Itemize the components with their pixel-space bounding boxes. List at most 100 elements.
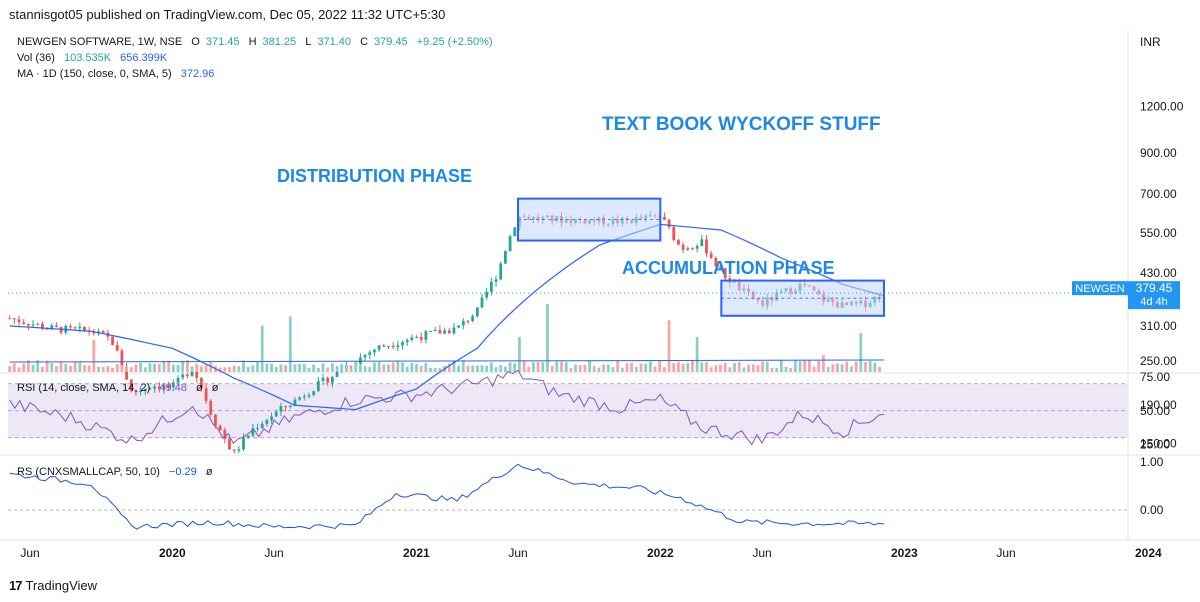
volume-bar	[831, 364, 835, 372]
rs-axis-label: 1.00	[1140, 455, 1164, 469]
candle-body	[363, 354, 367, 358]
candle-body	[709, 253, 713, 258]
volume-bar	[405, 366, 409, 372]
candle-body	[513, 227, 517, 237]
price-axis-label: 150.00	[1140, 437, 1177, 451]
volume-bar	[349, 367, 353, 372]
volume-bar	[822, 355, 825, 372]
candle-body	[415, 337, 418, 339]
symbol-title[interactable]: NEWGEN SOFTWARE, 1W, NSE	[17, 36, 183, 48]
candle-body	[134, 390, 138, 392]
time-axis-label: 2023	[891, 546, 918, 560]
volume-bar	[424, 362, 428, 372]
ma-label[interactable]: MA · 1D (150, close, 0, SMA, 5)	[17, 68, 172, 80]
volume-bar	[466, 365, 470, 372]
volume-value: 103.535K	[63, 52, 112, 64]
tradingview-brand[interactable]: TradingView	[25, 578, 98, 593]
volume-bar	[770, 367, 774, 372]
candle-body	[101, 331, 105, 333]
volume-bar	[648, 361, 652, 372]
price-tag-value: 379.45	[1136, 281, 1173, 295]
volume-bar	[620, 367, 624, 372]
candle-body	[185, 374, 189, 377]
volume-bar	[578, 365, 582, 372]
volume-bar	[401, 362, 404, 372]
rs-label[interactable]: RS (CNXSMALLCAP, 50, 10)	[17, 466, 160, 478]
rsi-label[interactable]: RSI (14, close, SMA, 14, 2)	[17, 382, 151, 394]
candle-body	[667, 219, 671, 227]
volume-bar	[31, 364, 35, 372]
candle-body	[251, 428, 255, 436]
accumulation-box	[720, 279, 885, 317]
volume-bar	[527, 367, 531, 372]
volume-bar	[83, 365, 86, 372]
volume-bar	[761, 361, 765, 372]
volume-bar	[817, 360, 821, 372]
candle-body	[447, 330, 451, 334]
volume-bar	[742, 367, 746, 372]
volume-bar	[826, 366, 830, 372]
candle-body	[391, 346, 395, 348]
volume-bar	[602, 364, 606, 372]
time-axis-label: Jun	[996, 546, 1015, 560]
volume-bar	[583, 364, 587, 372]
volume-bar	[92, 339, 96, 372]
volume-bar	[373, 362, 376, 372]
volume-bar	[751, 364, 755, 372]
candle-body	[143, 388, 147, 391]
volume-bar	[78, 362, 82, 372]
volume-bar	[181, 360, 185, 372]
close-value: 379.45	[374, 36, 408, 48]
volume-bar	[307, 367, 311, 372]
volume-bar	[344, 365, 348, 372]
candle-body	[349, 366, 353, 368]
rs-line	[9, 463, 885, 530]
candle-body	[663, 217, 666, 220]
volume-bar	[784, 366, 788, 372]
volume-bar	[396, 360, 400, 372]
candle-body	[461, 320, 465, 326]
rsi-axis-label: 75.00	[1140, 370, 1170, 384]
volume-bar	[878, 366, 881, 372]
volume-bar	[22, 363, 26, 372]
candle-body	[232, 449, 236, 451]
candle-body	[50, 325, 54, 329]
tradingview-chart[interactable]: INR 1200.00 900.00 700.00 550.00 430.00 310.00…	[0, 30, 1200, 575]
time-axis-label: Jun	[264, 546, 283, 560]
candle-body	[433, 329, 437, 332]
candle-body	[129, 379, 133, 391]
volume-label[interactable]: Vol (36)	[17, 52, 55, 64]
volume-bar	[167, 360, 171, 372]
candle-body	[242, 437, 245, 450]
volume-bar	[747, 364, 750, 372]
volume-bar	[87, 365, 91, 372]
volume-bar	[363, 365, 367, 372]
volume-bar	[630, 362, 634, 372]
volume-bar	[737, 362, 741, 372]
volume-bar	[218, 367, 222, 372]
rsi-axis-label: 50.00	[1140, 404, 1170, 418]
volume-bar	[185, 360, 189, 372]
volume-bar	[644, 363, 648, 372]
candle-body	[78, 326, 82, 329]
volume-bar	[153, 363, 157, 372]
volume-bar	[55, 366, 58, 372]
volume-bar	[368, 367, 372, 372]
volume-bar	[270, 363, 273, 372]
volume-bar	[616, 360, 620, 372]
price-axis-label: 550.00	[1140, 226, 1177, 240]
volume-bar	[69, 365, 72, 372]
volume-bar	[36, 360, 40, 372]
candle-body	[214, 414, 217, 426]
candle-body	[246, 435, 250, 438]
volume-bar	[461, 360, 465, 372]
annotation-wyckoff: TEXT BOOK WYCKOFF STUFF	[602, 114, 881, 135]
volume-bar	[840, 364, 844, 372]
volume-bar	[419, 366, 423, 372]
volume-bar	[836, 363, 839, 372]
volume-bar	[513, 363, 517, 372]
volume-bar	[606, 364, 610, 372]
volume-bar	[129, 367, 133, 372]
volume-bar	[148, 363, 152, 372]
